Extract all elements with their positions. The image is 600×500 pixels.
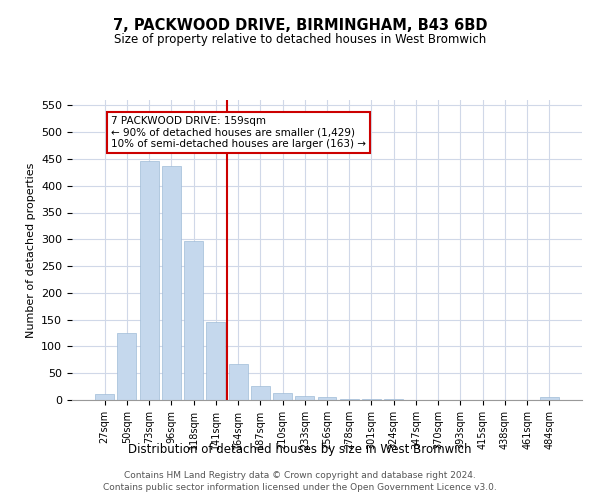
Text: 7, PACKWOOD DRIVE, BIRMINGHAM, B43 6BD: 7, PACKWOOD DRIVE, BIRMINGHAM, B43 6BD (113, 18, 487, 32)
Bar (184, 242, 203, 400)
Bar (251, 386, 270, 400)
Bar (140, 160, 158, 400)
Text: Distribution of detached houses by size in West Bromwich: Distribution of detached houses by size … (128, 442, 472, 456)
Bar (229, 364, 248, 400)
Bar (162, 166, 181, 400)
Bar (273, 393, 292, 400)
Text: 7 PACKWOOD DRIVE: 159sqm
← 90% of detached houses are smaller (1,429)
10% of sem: 7 PACKWOOD DRIVE: 159sqm ← 90% of detach… (112, 116, 367, 150)
Bar (95, 394, 114, 400)
Text: Contains public sector information licensed under the Open Government Licence v3: Contains public sector information licen… (103, 484, 497, 492)
Y-axis label: Number of detached properties: Number of detached properties (26, 162, 35, 338)
Bar (540, 397, 559, 400)
Bar (340, 399, 359, 400)
Bar (317, 398, 337, 400)
Text: Contains HM Land Registry data © Crown copyright and database right 2024.: Contains HM Land Registry data © Crown c… (124, 471, 476, 480)
Bar (295, 396, 314, 400)
Bar (118, 332, 136, 400)
Text: Size of property relative to detached houses in West Bromwich: Size of property relative to detached ho… (114, 32, 486, 46)
Bar (206, 322, 225, 400)
